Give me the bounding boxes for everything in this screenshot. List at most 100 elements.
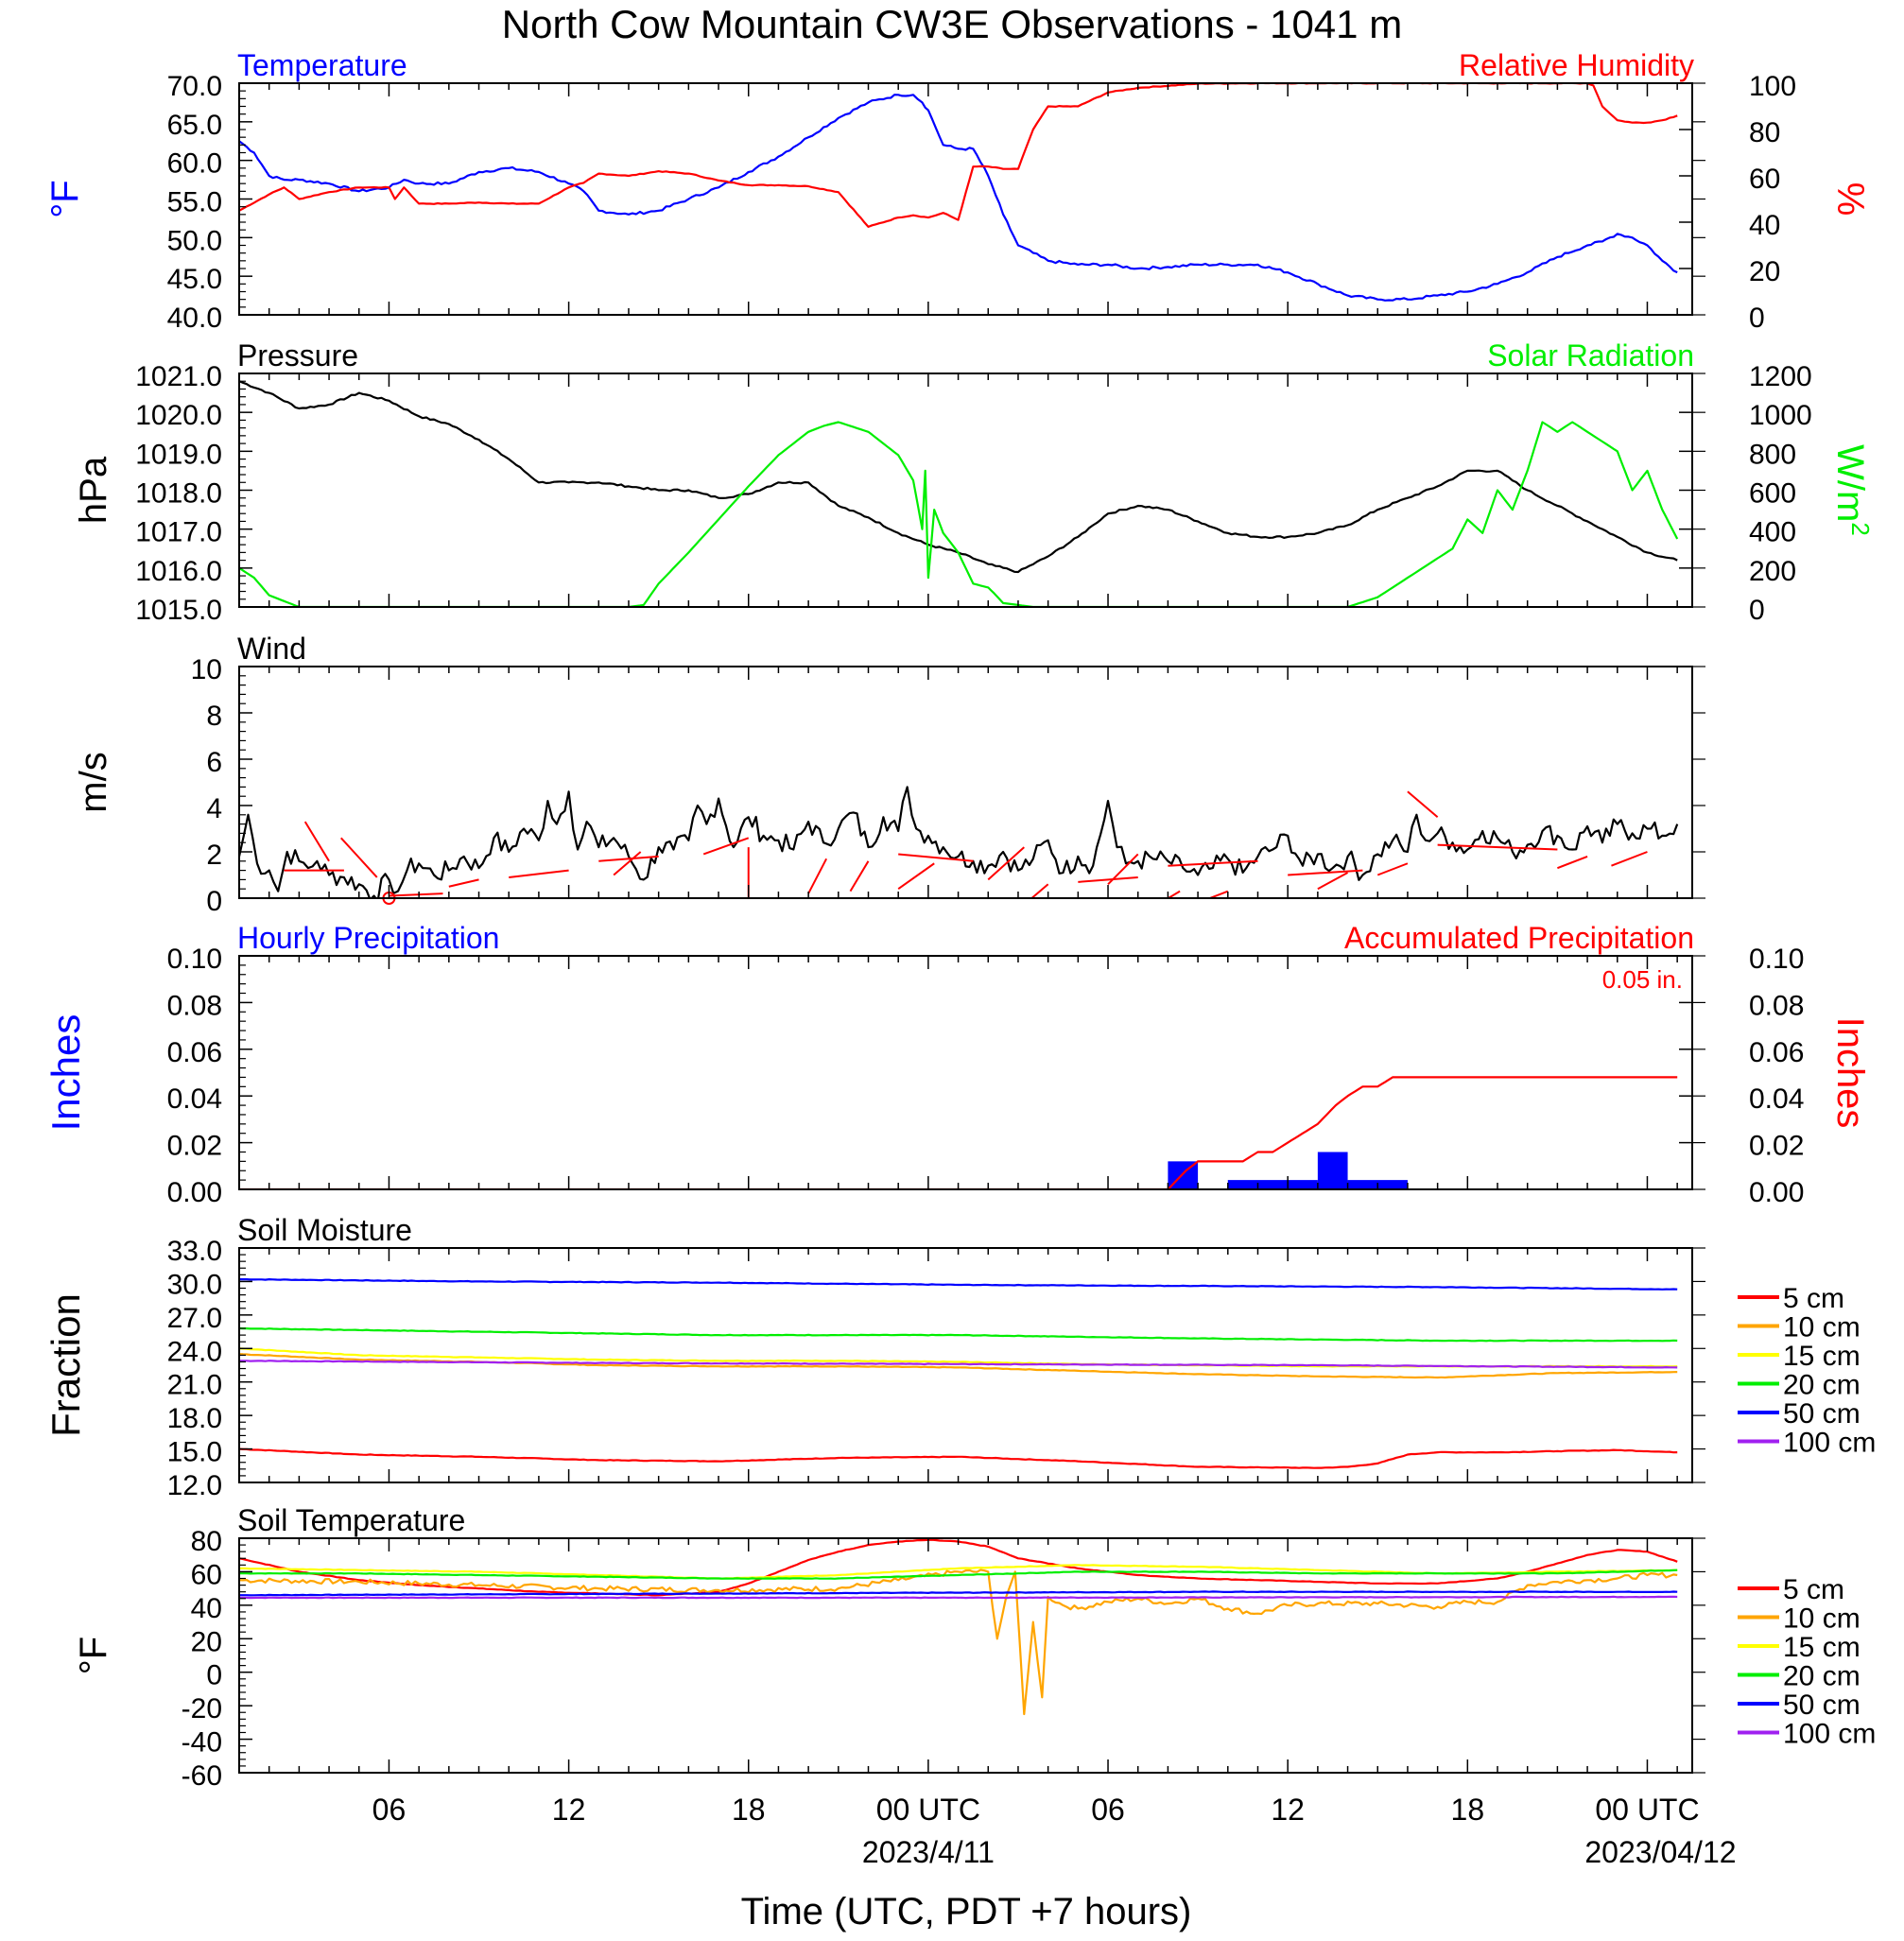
right-y-tick-label: 400 xyxy=(1749,517,1796,548)
series-line xyxy=(239,421,1679,607)
left-y-tick-label: -20 xyxy=(182,1693,222,1724)
left-y-tick-label: 2 xyxy=(206,840,222,871)
right-y-tick-label: 100 xyxy=(1749,71,1796,102)
right-y-tick-label: 200 xyxy=(1749,556,1796,587)
panel-left-title: Pressure xyxy=(237,338,358,373)
wind-barb xyxy=(849,860,870,893)
hourly-precip-bar xyxy=(1227,1180,1318,1189)
panel-frame xyxy=(238,955,1693,1190)
figure-title: North Cow Mountain CW3E Observations - 1… xyxy=(502,2,1402,46)
right-y-tick-label: 0.00 xyxy=(1749,1177,1804,1208)
left-y-tick-label: 30.0 xyxy=(167,1269,222,1300)
left-y-tick-label: 27.0 xyxy=(167,1303,222,1334)
x-tick-label: 00 UTC xyxy=(876,1793,980,1827)
right-y-tick-label: 800 xyxy=(1749,439,1796,470)
right-y-tick-label: 0.02 xyxy=(1749,1131,1804,1162)
panel-temperature-rh: 70.0 65.0 60.0 55.0 50.0 45.0 40.0 100 80 60 40 20 0… xyxy=(44,48,1871,334)
right-y-tick-label: 0.04 xyxy=(1749,1083,1804,1115)
panels: 70.065.060.055.050.045.040.0100806040200… xyxy=(43,48,1876,1869)
series-line xyxy=(239,786,1679,898)
right-y-axis-label: W/m2 xyxy=(1829,444,1875,536)
left-y-tick-label: 0.00 xyxy=(167,1177,222,1208)
legend-label: 5 cm xyxy=(1783,1574,1844,1605)
panel-left-title: Temperature xyxy=(237,48,407,82)
hourly-precip-bar xyxy=(1317,1152,1348,1189)
right-y-tick-label: 0 xyxy=(1749,595,1765,626)
series-line xyxy=(239,380,1678,574)
panel-left-title: Hourly Precipitation xyxy=(237,921,499,955)
wind-barb xyxy=(303,821,330,862)
x-tick-label: 00 UTC xyxy=(1595,1793,1699,1827)
right-y-axis-label: Inches xyxy=(1829,1017,1871,1129)
left-y-tick-label: 1017.0 xyxy=(135,517,222,548)
wind-barb-shaft xyxy=(898,853,974,862)
x-tick-date-label: 2023/4/11 xyxy=(862,1835,995,1869)
right-y-axis-label: % xyxy=(1829,182,1871,217)
left-y-tick-label: 6 xyxy=(206,747,222,778)
legend-label: 10 cm xyxy=(1783,1603,1861,1635)
left-y-tick-label: 0.08 xyxy=(167,990,222,1021)
panel-series xyxy=(239,380,1679,607)
x-tick-label: 18 xyxy=(732,1793,766,1827)
x-axis-label: Time (UTC, PDT +7 hours) xyxy=(741,1891,1192,1932)
panel-wind: 10 8 6 4 2 0 Wind m/s xyxy=(73,632,1705,917)
panel-series xyxy=(239,1278,1678,1469)
panel-left-title: Soil Temperature xyxy=(237,1503,465,1537)
wind-barb-shaft xyxy=(1437,843,1558,851)
x-tick-label: 06 xyxy=(372,1793,407,1827)
panel-right-title: Accumulated Precipitation xyxy=(1344,921,1694,955)
left-y-tick-label: 20 xyxy=(191,1626,222,1657)
left-y-tick-label: 0.06 xyxy=(167,1037,222,1068)
right-y-tick-label: 1000 xyxy=(1749,400,1812,431)
panel-soil-moisture: 33.030.027.024.021.018.015.012.0 Soil Moi… xyxy=(43,1213,1876,1501)
x-tick-label: 06 xyxy=(1091,1793,1125,1827)
left-y-tick-label: 80 xyxy=(191,1526,222,1557)
series-line xyxy=(239,1595,1678,1600)
wind-barb xyxy=(1207,890,1229,898)
left-y-tick-label: 60.0 xyxy=(167,148,222,180)
legend-label: 50 cm xyxy=(1783,1398,1861,1430)
left-y-tick-label: 12.0 xyxy=(167,1470,222,1501)
series-line xyxy=(239,1360,1678,1369)
x-tick-label: 12 xyxy=(1271,1793,1305,1827)
x-tick-date-label: 2023/04/12 xyxy=(1584,1835,1736,1869)
left-y-tick-label: 10 xyxy=(191,654,222,685)
series-line xyxy=(239,1326,1678,1343)
panel-frame xyxy=(238,373,1693,608)
right-y-tick-label: 1200 xyxy=(1749,361,1812,392)
panel-left-title: Wind xyxy=(237,632,306,666)
wind-barb xyxy=(419,897,423,898)
series-line xyxy=(239,1278,1678,1291)
series-line xyxy=(239,1076,1678,1189)
wind-barb xyxy=(987,846,1025,881)
wind-barb xyxy=(1376,862,1409,876)
right-y-tick-label: 0.06 xyxy=(1749,1037,1804,1068)
wind-barb xyxy=(340,837,378,878)
wind-barb-shaft xyxy=(1078,875,1138,883)
right-y-tick-label: 0 xyxy=(1749,303,1765,334)
legend-label: 50 cm xyxy=(1783,1690,1861,1721)
series-line xyxy=(239,1568,1678,1716)
series-line xyxy=(239,1447,1678,1469)
wind-barb xyxy=(448,878,479,888)
right-y-tick-label: 40 xyxy=(1749,210,1780,241)
left-y-tick-label: 0.02 xyxy=(167,1131,222,1162)
right-y-tick-label: 0.10 xyxy=(1749,944,1804,975)
wind-barb-shaft xyxy=(509,869,569,878)
wind-barb xyxy=(1611,851,1648,867)
right-y-tick-label: 80 xyxy=(1749,117,1780,148)
legend-label: 5 cm xyxy=(1783,1283,1844,1314)
series-line xyxy=(239,1568,1678,1580)
panel-frame xyxy=(238,82,1693,316)
left-y-tick-label: 1018.0 xyxy=(135,478,222,510)
legend-label: 10 cm xyxy=(1783,1312,1861,1343)
left-y-tick-label: 45.0 xyxy=(167,264,222,295)
panel-series xyxy=(239,83,1678,302)
left-y-axis-label: m/s xyxy=(73,752,114,812)
panel-pressure-solar: 1021.0 1020.0 1019.0 1018.0 1017.0 1016.0 1015… xyxy=(73,338,1875,626)
wind-barb-shaft xyxy=(1288,869,1363,876)
left-y-tick-label: 55.0 xyxy=(167,187,222,218)
right-y-tick-label: 0.08 xyxy=(1749,990,1804,1021)
